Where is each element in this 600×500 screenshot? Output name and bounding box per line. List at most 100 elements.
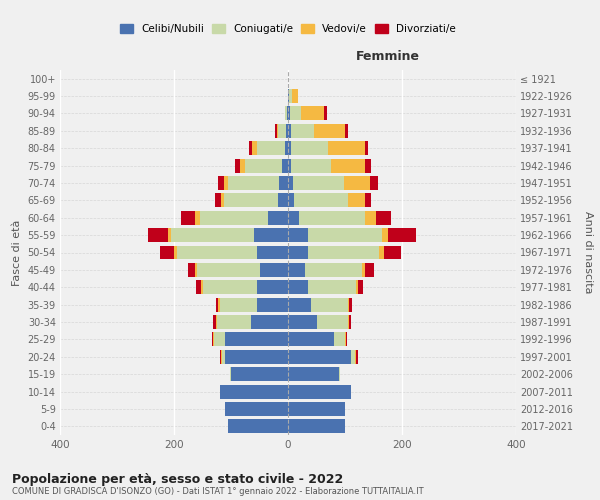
Bar (379, 246, 384, 260)
Bar (288, 298, 311, 312)
Bar (177, 246, 257, 260)
Bar (228, 176, 280, 190)
Bar (201, 280, 203, 294)
Bar (188, 263, 195, 277)
Bar (288, 315, 317, 329)
Bar (249, 142, 252, 155)
Bar (288, 367, 340, 381)
Bar (195, 263, 197, 277)
Bar (215, 315, 217, 329)
Bar (365, 158, 371, 172)
Bar (308, 228, 382, 242)
Bar (350, 350, 355, 364)
Bar (280, 176, 288, 190)
Bar (288, 332, 334, 346)
Bar (289, 89, 292, 103)
Bar (251, 315, 288, 329)
Bar (344, 176, 370, 190)
Bar (220, 350, 221, 364)
Bar (348, 194, 365, 207)
Bar (226, 402, 288, 416)
Bar (288, 246, 308, 260)
Bar (171, 228, 254, 242)
Bar (376, 211, 391, 224)
Bar (290, 106, 301, 120)
Bar (220, 384, 288, 398)
Bar (245, 158, 283, 172)
Bar (324, 106, 327, 120)
Bar (349, 298, 352, 312)
Bar (228, 420, 288, 434)
Bar (230, 367, 231, 381)
Bar (365, 194, 371, 207)
Bar (308, 246, 379, 260)
Bar (348, 298, 349, 312)
Bar (252, 142, 257, 155)
Bar (328, 142, 365, 155)
Bar (284, 106, 287, 120)
Bar (268, 211, 288, 224)
Bar (220, 298, 257, 312)
Bar (288, 228, 308, 242)
Bar (288, 350, 350, 364)
Bar (358, 280, 362, 294)
Bar (174, 246, 177, 260)
Bar (331, 158, 365, 172)
Bar (365, 263, 373, 277)
Bar (345, 332, 346, 346)
Bar (288, 106, 290, 120)
Bar (218, 176, 224, 190)
Bar (257, 280, 288, 294)
Bar (224, 194, 278, 207)
Bar (221, 194, 224, 207)
Bar (257, 142, 285, 155)
Bar (215, 194, 221, 207)
Bar (356, 280, 358, 294)
Bar (202, 280, 257, 294)
Bar (168, 228, 171, 242)
Bar (181, 211, 195, 224)
Bar (288, 402, 345, 416)
Bar (212, 332, 213, 346)
Bar (288, 263, 305, 277)
Bar (388, 228, 416, 242)
Bar (278, 194, 288, 207)
Bar (218, 298, 220, 312)
Bar (257, 298, 288, 312)
Bar (288, 280, 308, 294)
Bar (288, 89, 289, 103)
Y-axis label: Anni di nascita: Anni di nascita (583, 211, 593, 294)
Bar (260, 263, 288, 277)
Bar (288, 124, 291, 138)
Bar (317, 315, 348, 329)
Bar (334, 332, 345, 346)
Bar (217, 315, 251, 329)
Bar (301, 106, 324, 120)
Bar (288, 211, 299, 224)
Bar (362, 263, 365, 277)
Text: Femmine: Femmine (356, 50, 421, 62)
Bar (288, 194, 294, 207)
Bar (231, 367, 288, 381)
Bar (305, 263, 362, 277)
Bar (200, 211, 268, 224)
Bar (370, 176, 378, 190)
Text: COMUNE DI GRADISCA D'ISONZO (GO) - Dati ISTAT 1° gennaio 2022 - Elaborazione TUT: COMUNE DI GRADISCA D'ISONZO (GO) - Dati … (12, 488, 424, 496)
Bar (213, 332, 214, 346)
Bar (288, 158, 291, 172)
Bar (365, 211, 376, 224)
Bar (226, 350, 288, 364)
Bar (348, 315, 349, 329)
Bar (288, 142, 291, 155)
Bar (365, 142, 368, 155)
Bar (384, 246, 401, 260)
Bar (235, 158, 239, 172)
Bar (294, 194, 348, 207)
Bar (291, 142, 328, 155)
Bar (314, 124, 345, 138)
Bar (213, 315, 215, 329)
Bar (293, 176, 344, 190)
Bar (285, 142, 288, 155)
Bar (346, 332, 347, 346)
Bar (239, 158, 245, 172)
